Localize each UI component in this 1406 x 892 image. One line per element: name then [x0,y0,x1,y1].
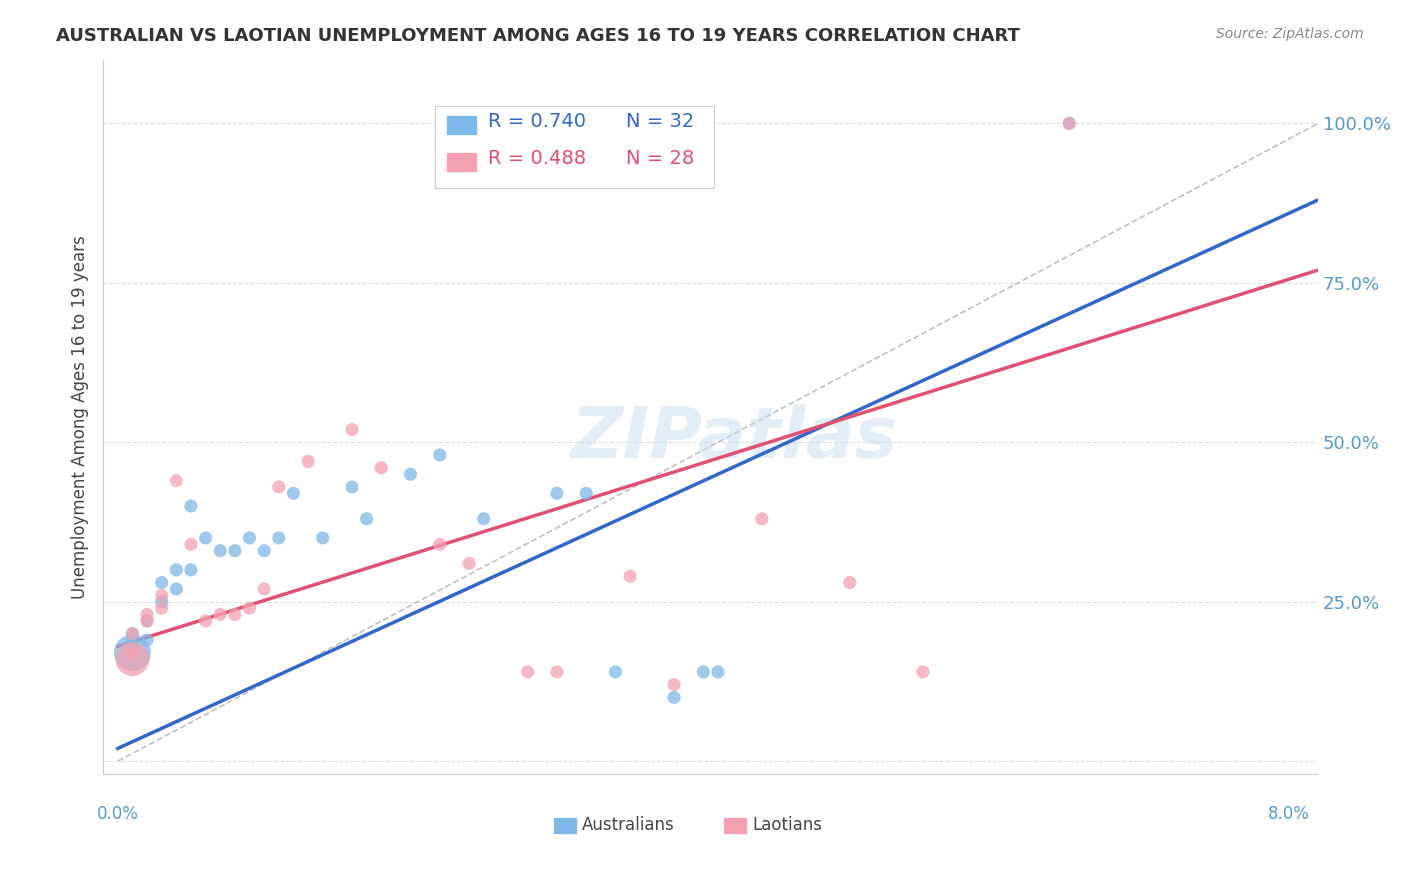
Point [180,563,202,577]
Point [619,569,641,583]
Point [194,531,217,545]
Text: N = 32: N = 32 [626,112,693,131]
Point [283,486,305,500]
Point [150,601,173,615]
Point [136,614,159,628]
Point [136,607,159,622]
Text: Laotians: Laotians [752,816,823,834]
FancyBboxPatch shape [446,152,478,172]
Text: 8.0%: 8.0% [1268,805,1310,822]
Text: Australians: Australians [582,816,675,834]
Point [253,582,276,596]
Point [472,512,495,526]
Point [209,543,232,558]
Text: 0.0%: 0.0% [97,805,139,822]
Point [121,632,143,647]
Point [662,690,685,705]
Point [1059,116,1081,130]
Point [312,531,335,545]
Point [180,537,202,551]
Point [194,614,217,628]
Point [238,531,260,545]
Point [253,543,276,558]
Point [224,543,246,558]
Point [267,480,290,494]
Point [209,607,232,622]
Point [605,665,627,679]
Point [121,652,143,666]
Text: Source: ZipAtlas.com: Source: ZipAtlas.com [1216,27,1364,41]
Text: R = 0.740: R = 0.740 [488,112,586,131]
Point [224,607,246,622]
Text: R = 0.488: R = 0.488 [488,149,586,168]
Point [356,512,378,526]
Y-axis label: Unemployment Among Ages 16 to 19 years: Unemployment Among Ages 16 to 19 years [72,235,89,599]
Point [1059,116,1081,130]
Text: AUSTRALIAN VS LAOTIAN UNEMPLOYMENT AMONG AGES 16 TO 19 YEARS CORRELATION CHART: AUSTRALIAN VS LAOTIAN UNEMPLOYMENT AMONG… [56,27,1021,45]
Point [121,646,143,660]
Point [238,601,260,615]
Point [165,474,187,488]
Point [458,557,481,571]
Point [136,632,159,647]
Point [121,646,143,660]
Point [165,582,187,596]
Point [136,614,159,628]
Point [340,480,363,494]
FancyBboxPatch shape [434,106,714,188]
Point [150,595,173,609]
Point [297,454,319,468]
Point [575,486,598,500]
Point [546,486,568,500]
Text: N = 28: N = 28 [626,149,693,168]
Point [267,531,290,545]
Point [429,448,451,462]
Point [516,665,538,679]
Point [692,665,714,679]
FancyBboxPatch shape [446,114,478,135]
Point [121,626,143,640]
Point [838,575,860,590]
Point [370,460,392,475]
Point [399,467,422,482]
Point [121,626,143,640]
Point [751,512,773,526]
Point [150,575,173,590]
FancyBboxPatch shape [723,817,747,834]
Point [180,499,202,513]
Point [662,678,685,692]
Point [429,537,451,551]
Point [340,423,363,437]
Text: ZIPatlas: ZIPatlas [571,404,898,473]
Point [911,665,934,679]
Point [707,665,730,679]
Point [121,640,143,654]
Point [546,665,568,679]
FancyBboxPatch shape [553,817,576,834]
Point [165,563,187,577]
Point [150,588,173,602]
